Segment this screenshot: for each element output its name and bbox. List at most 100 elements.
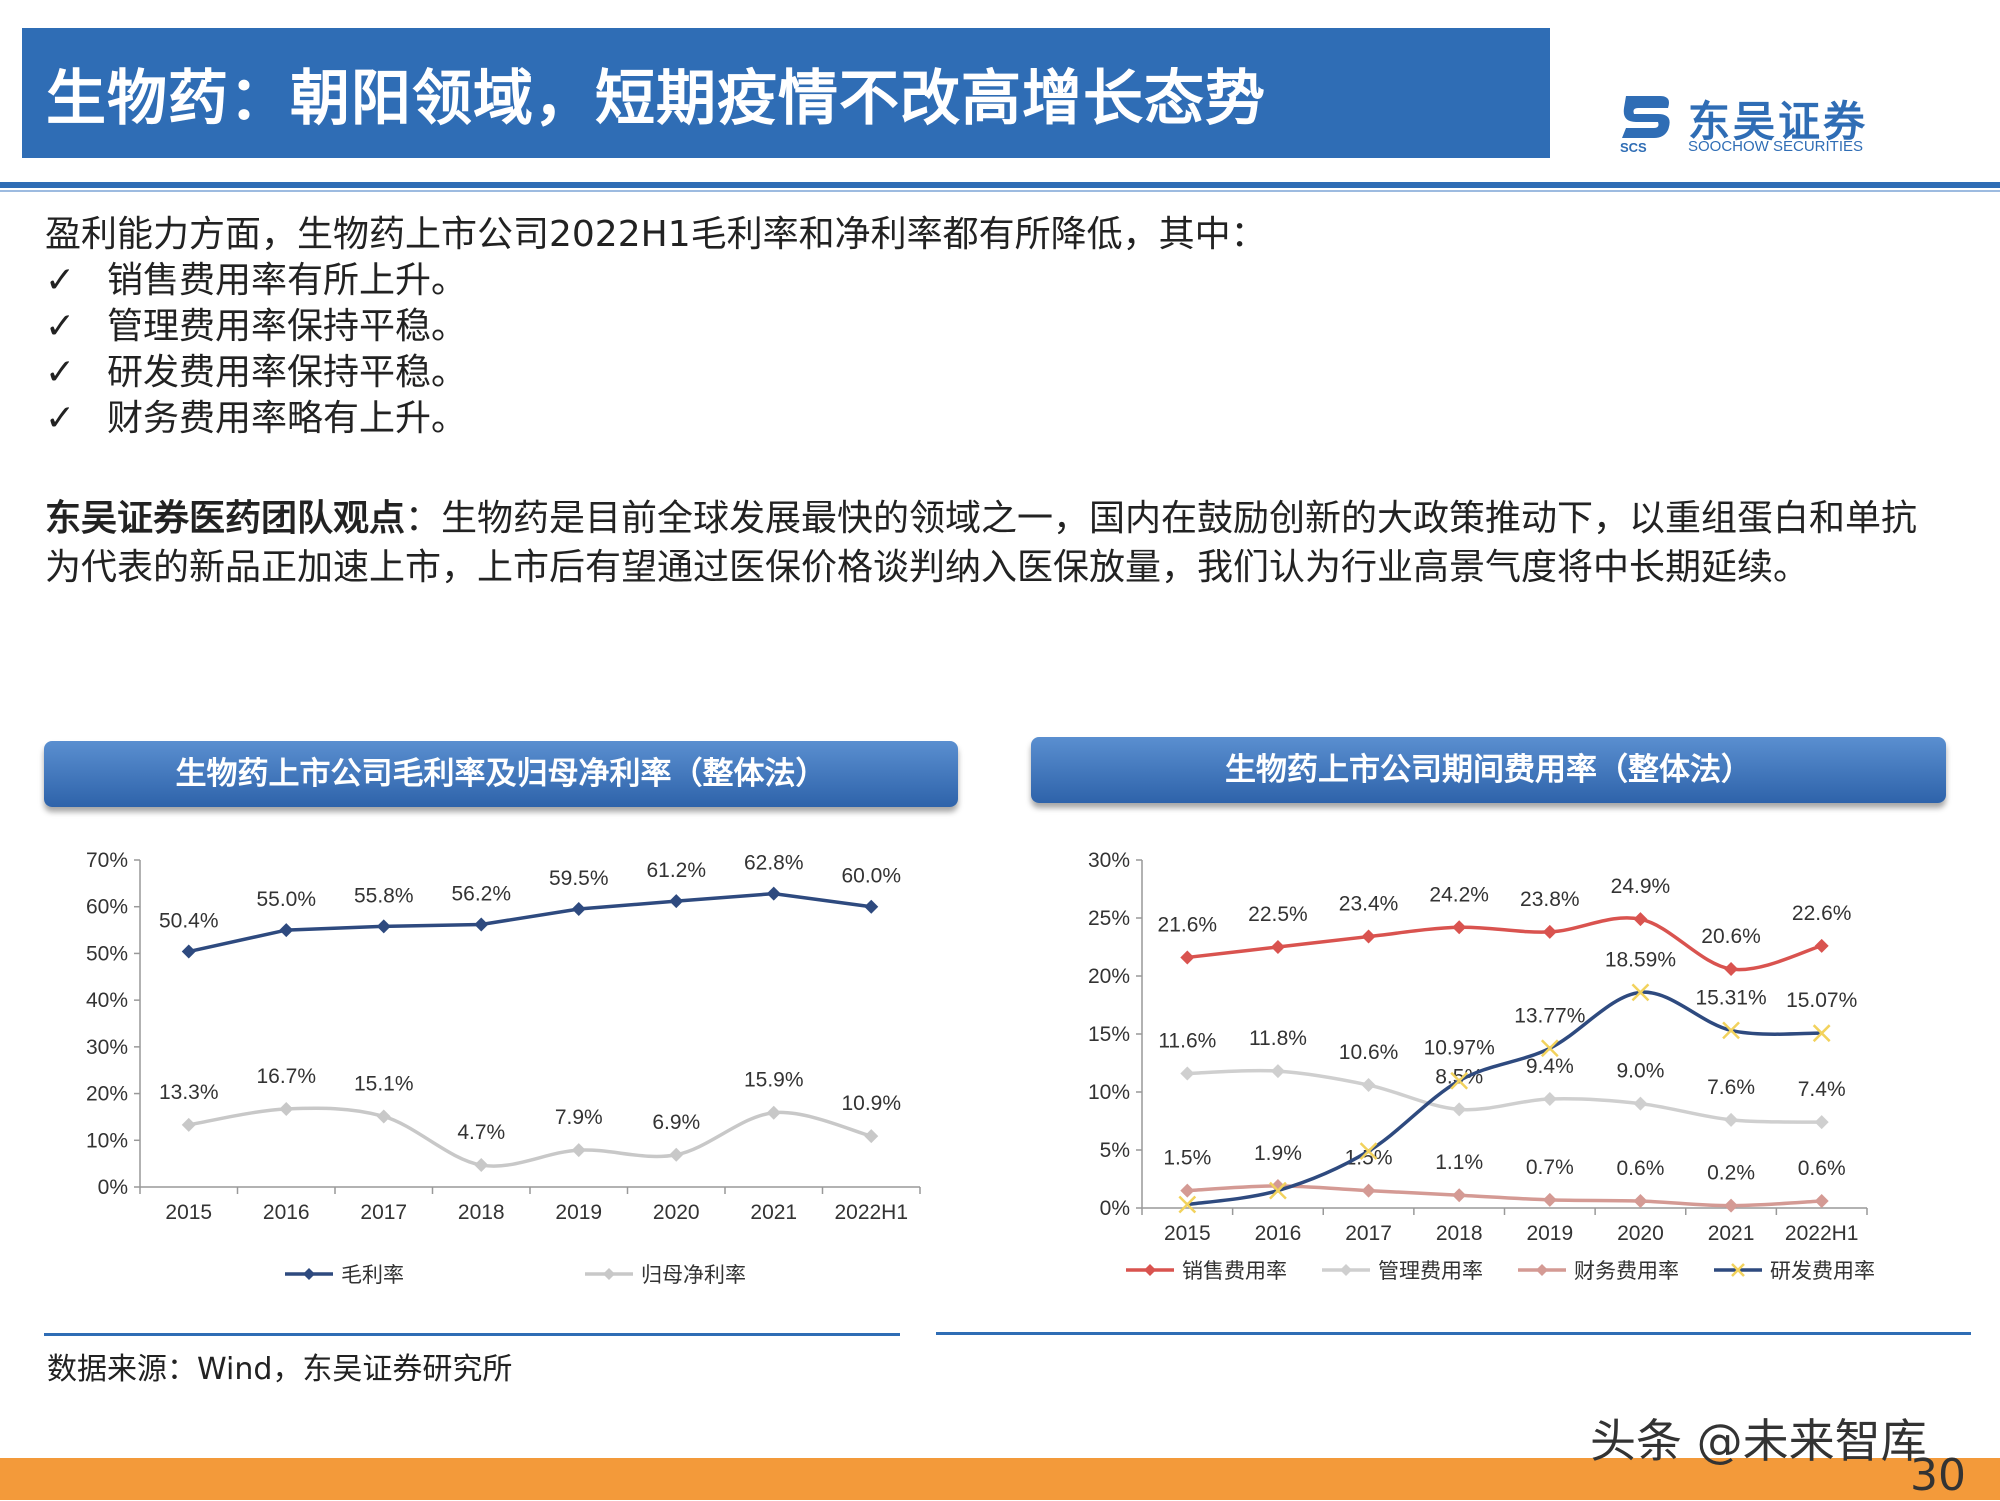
series-line bbox=[1187, 916, 1823, 972]
legend-marker bbox=[1144, 1264, 1156, 1276]
legend-marker bbox=[1340, 1264, 1352, 1276]
data-point-marker bbox=[1361, 929, 1376, 944]
data-point-marker bbox=[766, 886, 781, 901]
data-point-marker bbox=[571, 1143, 586, 1158]
bullet-text: 研发费用率保持平稳。 bbox=[107, 352, 468, 393]
chart-divider-right bbox=[936, 1332, 1971, 1335]
header-divider-thin bbox=[0, 190, 2000, 192]
data-point-marker bbox=[1633, 1096, 1648, 1111]
legend-marker bbox=[1536, 1264, 1548, 1276]
y-tick-label: 0% bbox=[98, 1176, 128, 1199]
x-tick-label: 2020 bbox=[1617, 1222, 1664, 1245]
data-point-marker bbox=[1359, 1142, 1378, 1161]
x-tick-label: 2018 bbox=[1436, 1222, 1483, 1245]
marker-stroke bbox=[1178, 1195, 1197, 1214]
title-banner: 生物药：朝阳领域，短期疫情不改高增长态势 bbox=[22, 28, 1550, 158]
bullet-text: 财务费用率略有上升。 bbox=[107, 398, 468, 439]
soochow-logo-icon: SCS bbox=[1620, 96, 1670, 154]
page-title: 生物药：朝阳领域，短期疫情不改高增长态势 bbox=[46, 64, 1266, 134]
data-point-marker bbox=[1361, 1183, 1376, 1198]
data-point-marker bbox=[1631, 983, 1650, 1002]
data-label: 24.9% bbox=[1611, 875, 1671, 898]
data-point-marker bbox=[181, 1117, 196, 1132]
data-label: 11.8% bbox=[1249, 1027, 1307, 1050]
y-tick-label: 70% bbox=[86, 849, 128, 872]
team-view-text: ：生物药是目前全球发展最快的领域之一，国内在鼓励创新的大政策推动下，以重组蛋白和… bbox=[45, 498, 1918, 588]
legend-label: 销售费用率 bbox=[1182, 1260, 1287, 1283]
y-tick-label: 30% bbox=[86, 1036, 128, 1059]
data-point-marker bbox=[1724, 962, 1739, 977]
data-label: 10.97% bbox=[1424, 1037, 1495, 1060]
page-number: 30 bbox=[1910, 1450, 1966, 1501]
data-point-marker bbox=[181, 944, 196, 959]
data-label: 50.4% bbox=[159, 910, 219, 933]
logo-en-text: SOOCHOW SECURITIES bbox=[1688, 138, 1864, 155]
data-label: 15.9% bbox=[744, 1069, 804, 1092]
y-tick-label: 20% bbox=[86, 1083, 128, 1106]
data-point-marker bbox=[1542, 924, 1557, 939]
data-label: 15.31% bbox=[1695, 986, 1766, 1009]
marker-stroke bbox=[1722, 1021, 1740, 1040]
data-point-marker bbox=[669, 1147, 684, 1162]
expense-ratio-chart: 0% 5% 10% 15% 20% 25% 30% 2015 2016 2017 2018 2019 2… bbox=[1088, 849, 1875, 1283]
data-point-marker bbox=[474, 917, 489, 932]
series-line bbox=[188, 1106, 872, 1168]
data-point-marker bbox=[1180, 950, 1195, 965]
x-tick-label: 2015 bbox=[165, 1201, 212, 1224]
data-point-marker bbox=[571, 902, 586, 917]
x-tick-label: 2017 bbox=[1345, 1222, 1392, 1245]
x-tick-label: 2016 bbox=[263, 1201, 310, 1224]
bullet-item: ✓ 研发费用率保持平稳。 bbox=[45, 350, 467, 396]
marker-stroke bbox=[1631, 983, 1650, 1002]
data-label: 0.7% bbox=[1526, 1156, 1574, 1179]
data-point-marker bbox=[1452, 1188, 1467, 1203]
data-point-marker bbox=[1452, 1102, 1467, 1117]
data-point-marker bbox=[1269, 1181, 1287, 1200]
series-line bbox=[1187, 990, 1822, 1207]
marker-stroke bbox=[1359, 1142, 1378, 1161]
y-tick-label: 10% bbox=[86, 1129, 128, 1152]
bullet-item: ✓ 管理费用率保持平稳。 bbox=[45, 304, 467, 350]
legend-label: 研发费用率 bbox=[1770, 1260, 1875, 1283]
y-tick-label: 10% bbox=[1088, 1081, 1130, 1104]
data-label: 1.1% bbox=[1435, 1151, 1483, 1174]
y-tick-label: 20% bbox=[1088, 965, 1130, 988]
data-point-marker bbox=[669, 894, 684, 909]
y-tick-label: 40% bbox=[86, 989, 128, 1012]
check-icon: ✓ bbox=[45, 352, 76, 393]
data-point-marker bbox=[1633, 1194, 1648, 1209]
data-label: 21.6% bbox=[1158, 913, 1218, 936]
left-chart-title: 生物药上市公司毛利率及归母净利率（整体法） bbox=[44, 741, 958, 807]
check-icon: ✓ bbox=[45, 306, 76, 347]
data-point-marker bbox=[1180, 1183, 1195, 1198]
data-label: 10.6% bbox=[1339, 1041, 1399, 1064]
bullet-item: ✓ 销售费用率有所上升。 bbox=[45, 258, 467, 304]
data-source: 数据来源：Wind，东吴证券研究所 bbox=[47, 1352, 513, 1387]
data-label: 10.9% bbox=[841, 1092, 901, 1115]
logo-cn-text: 东吴证券 bbox=[1688, 97, 1869, 146]
legend-label: 财务费用率 bbox=[1574, 1260, 1679, 1283]
data-label: 59.5% bbox=[549, 867, 609, 890]
right-chart-title: 生物药上市公司期间费用率（整体法） bbox=[1031, 737, 1946, 803]
y-tick-label: 60% bbox=[86, 896, 128, 919]
data-label: 0.6% bbox=[1798, 1157, 1846, 1180]
data-point-marker bbox=[1452, 920, 1467, 935]
data-point-marker bbox=[279, 923, 294, 938]
data-point-marker bbox=[1542, 1192, 1557, 1207]
data-label: 9.0% bbox=[1617, 1060, 1665, 1083]
data-label: 4.7% bbox=[457, 1121, 505, 1144]
team-view-paragraph: 东吴证券医药团队观点：生物药是目前全球发展最快的领域之一，国内在鼓励创新的大政策… bbox=[45, 494, 1925, 592]
data-point-marker bbox=[864, 1129, 879, 1144]
x-tick-label: 2015 bbox=[1164, 1222, 1211, 1245]
data-label: 1.5% bbox=[1345, 1147, 1393, 1170]
data-label: 61.2% bbox=[646, 859, 706, 882]
data-label: 15.1% bbox=[354, 1072, 414, 1095]
data-point-marker bbox=[1270, 940, 1285, 954]
legend-marker bbox=[303, 1268, 315, 1280]
data-label: 16.7% bbox=[256, 1065, 316, 1088]
y-tick-label: 15% bbox=[1088, 1023, 1130, 1046]
data-label: 55.0% bbox=[256, 888, 316, 911]
data-label: 22.5% bbox=[1248, 903, 1308, 926]
company-logo: SCS 东吴证券 SOOCHOW SECURITIES bbox=[1618, 90, 1898, 160]
y-tick-label: 25% bbox=[1088, 907, 1130, 930]
